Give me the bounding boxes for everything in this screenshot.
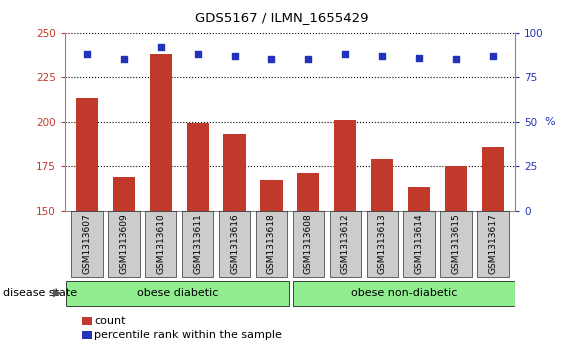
Text: GSM1313609: GSM1313609 [119,213,128,274]
Text: ▶: ▶ [53,288,61,298]
FancyBboxPatch shape [440,211,472,277]
Text: GSM1313610: GSM1313610 [156,213,165,274]
Text: GDS5167 / ILMN_1655429: GDS5167 / ILMN_1655429 [195,11,368,24]
FancyBboxPatch shape [256,211,287,277]
Bar [408,187,430,211]
Bar [76,98,98,211]
Text: GSM1313613: GSM1313613 [378,213,387,274]
FancyBboxPatch shape [329,211,361,277]
Point [82,51,91,57]
Text: GSM1313618: GSM1313618 [267,213,276,274]
Bar [150,54,172,211]
Text: GSM1313617: GSM1313617 [489,213,498,274]
Bar [224,134,245,211]
Point [230,53,239,59]
Bar [371,159,394,211]
Text: GSM1313611: GSM1313611 [193,213,202,274]
Text: GSM1313607: GSM1313607 [82,213,91,274]
FancyBboxPatch shape [477,211,509,277]
Bar [445,166,467,211]
Point [193,51,202,57]
FancyBboxPatch shape [367,211,398,277]
Text: percentile rank within the sample: percentile rank within the sample [94,330,282,340]
Point [452,56,461,62]
Bar [113,177,135,211]
FancyBboxPatch shape [66,281,289,306]
Point [304,56,313,62]
FancyBboxPatch shape [145,211,176,277]
FancyBboxPatch shape [71,211,102,277]
Text: GSM1313616: GSM1313616 [230,213,239,274]
FancyBboxPatch shape [404,211,435,277]
Point [341,51,350,57]
Text: obese diabetic: obese diabetic [137,288,218,298]
FancyBboxPatch shape [293,281,516,306]
Text: GSM1313615: GSM1313615 [452,213,461,274]
Text: GSM1313612: GSM1313612 [341,213,350,274]
Bar [186,123,209,211]
Text: GSM1313614: GSM1313614 [415,213,424,274]
Bar [261,180,283,211]
Point [119,56,128,62]
FancyBboxPatch shape [219,211,251,277]
Text: GSM1313608: GSM1313608 [304,213,313,274]
Point [415,55,424,61]
Point [156,44,165,50]
Bar [482,147,504,211]
Bar [334,120,356,211]
Text: disease state: disease state [3,288,77,298]
Bar [297,173,319,211]
FancyBboxPatch shape [182,211,213,277]
FancyBboxPatch shape [108,211,140,277]
Point [267,56,276,62]
Y-axis label: %: % [544,117,555,127]
Point [378,53,387,59]
Text: obese non-diabetic: obese non-diabetic [351,288,458,298]
Text: count: count [94,316,126,326]
FancyBboxPatch shape [293,211,324,277]
Point [489,53,498,59]
